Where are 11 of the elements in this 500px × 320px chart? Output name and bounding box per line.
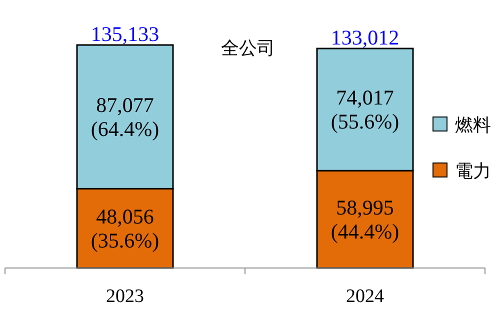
legend-label: 燃料 [455, 115, 491, 136]
data-label: 87,077 (64.4%) [90, 92, 160, 141]
x-tick-label: 2024 [346, 286, 384, 307]
x-tick-label: 2023 [106, 286, 144, 307]
total-label: 133,012 [330, 26, 400, 50]
legend-label: 電力 [455, 161, 491, 182]
total-label: 135,133 [90, 22, 160, 46]
chart-title: 全公司 [221, 38, 275, 59]
data-label: 48,056 (35.6%) [90, 204, 160, 252]
data-label: 58,995 (44.4%) [330, 195, 400, 244]
data-label: 74,017 (55.6%) [330, 86, 400, 134]
